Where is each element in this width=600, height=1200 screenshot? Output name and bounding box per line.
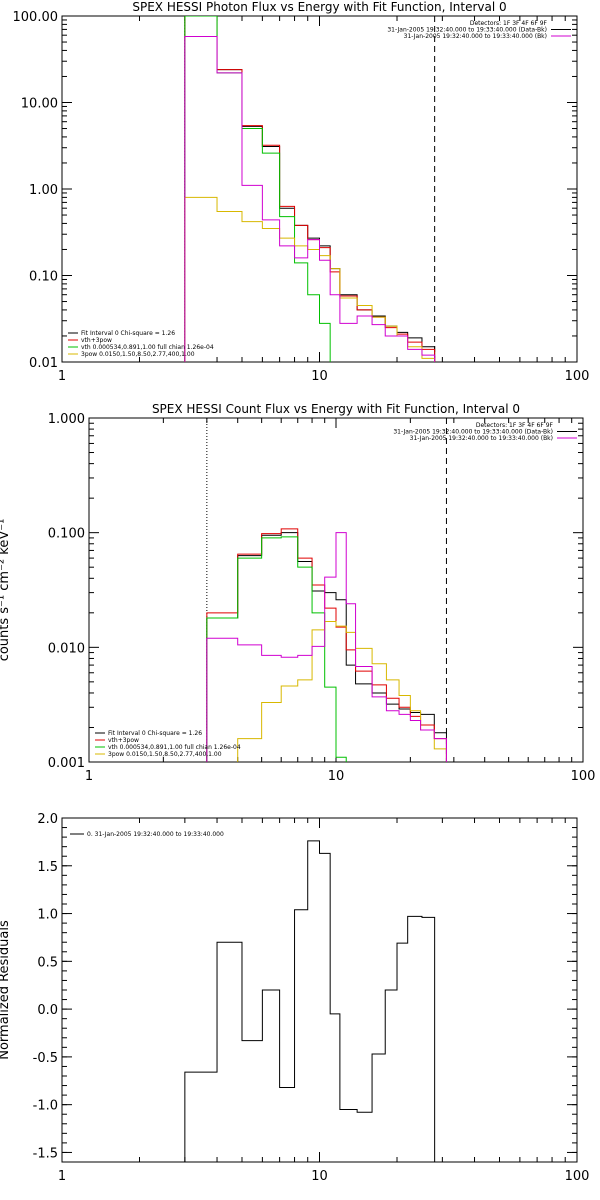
- series-line-4: [184, 35, 436, 362]
- series-line-2: [206, 536, 347, 762]
- chart-panel-3: Normalized Residuals 1 10 100 -1.5 -1.0 -0.5 0.…: [0, 812, 589, 1184]
- series-line-3: [237, 620, 447, 762]
- legend-entry: Detectors: 1F 3F 4F 6F 9F: [470, 20, 548, 27]
- legend-entry: vth 0.000534,0.891,1.00 full chian 1.26e…: [108, 744, 241, 751]
- x-tick-label: 1: [58, 369, 66, 384]
- chart-title: SPEX HESSI Photon Flux vs Energy with Fi…: [132, 0, 506, 14]
- y-tick-label: 1.5: [37, 860, 58, 875]
- legend-entry: 3pow 0.0150,1.50,8.50,2.77,400,1.00: [108, 751, 222, 758]
- series-line-1: [206, 528, 447, 762]
- y-tick-label: -1.5: [33, 1146, 58, 1161]
- x-tick-label: 100: [571, 769, 596, 784]
- x-tick-label: 1: [85, 769, 93, 784]
- plot-frame: [61, 817, 578, 1163]
- chart-title: SPEX HESSI Count Flux vs Energy with Fit…: [152, 402, 520, 416]
- y-tick-label: 0.001: [48, 756, 85, 771]
- x-tick-label: 10: [328, 769, 345, 784]
- x-tick-label: 100: [565, 1169, 590, 1184]
- legend-entry: Fit Interval 0 Chi-square = 1.26: [81, 330, 175, 337]
- y-tick-label: -0.5: [33, 1051, 58, 1066]
- y-tick-label: 2.0: [37, 812, 58, 827]
- legend-entry: vth+3pow: [81, 337, 112, 344]
- y-tick-label: 1.000: [48, 412, 85, 427]
- x-tick-label: 10: [311, 1169, 328, 1184]
- y-tick-label: -1.0: [33, 1099, 58, 1114]
- series-line-3: [184, 196, 436, 362]
- y-tick-label: 10.00: [21, 97, 58, 112]
- x-tick-label: 100: [565, 369, 590, 384]
- y-tick-label: 1.00: [29, 183, 58, 198]
- y-tick-label: 0.5: [37, 955, 58, 970]
- x-tick-label: 10: [311, 369, 328, 384]
- y-tick-label: 0.10: [29, 270, 58, 285]
- legend-entry: 31-Jan-2005 19:32:40.000 to 19:33:40.000…: [410, 435, 553, 442]
- y-tick-label: 1.0: [37, 908, 58, 923]
- legend-entry: vth+3pow: [108, 737, 139, 744]
- x-tick-label: 1: [58, 1169, 66, 1184]
- legend-entry: 31-Jan-2005 19:32:40.000 to 19:33:40.000…: [393, 429, 553, 436]
- series-line-4: [206, 532, 447, 762]
- legend-entry: 0. 31-Jan-2005 19:32:40.000 to 19:33:40.…: [87, 831, 224, 838]
- y-tick-label: 0.0: [37, 1003, 58, 1018]
- legend-entry: 3pow 0.0150,1.50,8.50,2.77,400,1.00: [81, 351, 195, 358]
- legend-entry: vth 0.000534,0.891,1.00 full chian 1.26e…: [81, 344, 214, 351]
- y-tick-label: 100.00: [13, 10, 59, 25]
- legend-entry: 31-Jan-2005 19:32:40.000 to 19:33:40.000…: [404, 33, 547, 40]
- y-axis-label: counts s⁻¹ cm⁻² keV⁻¹: [0, 519, 12, 662]
- series-line-0: [206, 532, 447, 762]
- legend-entry: 31-Jan-2005 19:32:40.000 to 19:33:40.000…: [387, 27, 547, 34]
- series-line-0: [184, 840, 436, 1162]
- chart-panel-1: SPEX HESSI Photon Flux vs Energy with Fi…: [13, 0, 590, 384]
- legend-entry: Detectors: 1F 3F 4F 6F 9F: [476, 422, 554, 429]
- y-tick-label: 0.01: [29, 356, 58, 371]
- y-tick-label: 0.010: [48, 641, 85, 656]
- y-tick-label: 0.100: [48, 527, 85, 542]
- y-axis-label: Normalized Residuals: [0, 920, 12, 1060]
- legend-entry: Fit Interval 0 Chi-square = 1.26: [108, 730, 202, 737]
- chart-panel-2: SPEX HESSI Count Flux vs Energy with Fit…: [0, 402, 596, 784]
